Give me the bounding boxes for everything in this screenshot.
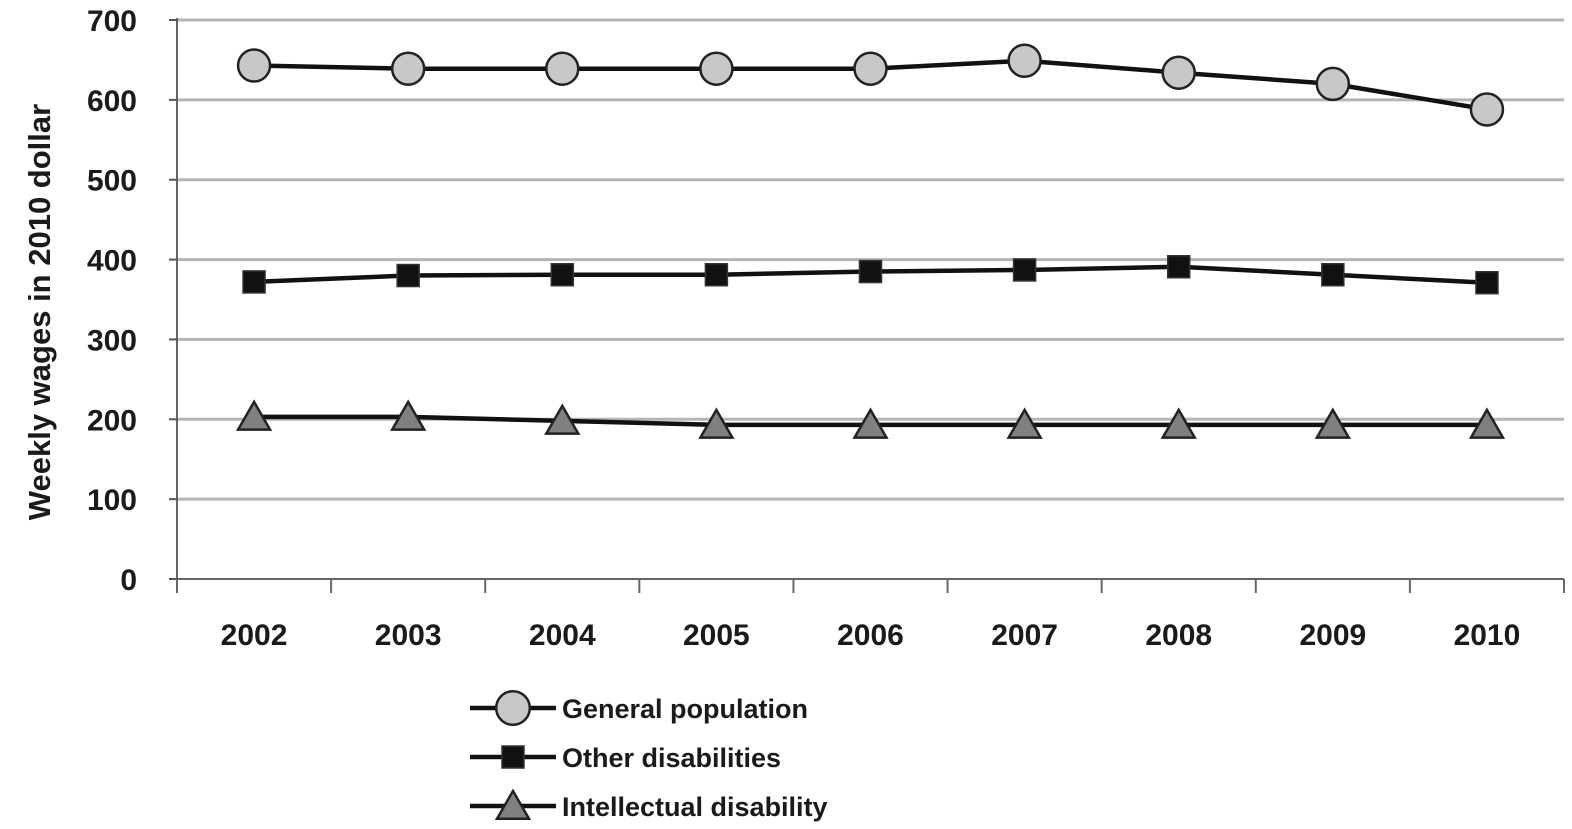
data-point-square xyxy=(1475,270,1499,295)
x-tick-label: 2010 xyxy=(1454,619,1521,652)
data-point-square xyxy=(1166,255,1191,279)
x-tick-label: 2005 xyxy=(683,619,750,652)
data-point-circle xyxy=(1469,92,1505,127)
y-tick-label: 300 xyxy=(87,324,137,357)
y-axis-title: Weekly wages in 2010 dollar xyxy=(22,104,57,520)
y-tick-label: 100 xyxy=(87,484,137,517)
data-point-triangle xyxy=(1468,407,1506,439)
legend: General population Other disabilities Inte… xyxy=(470,689,828,822)
data-point-circle xyxy=(699,51,734,86)
data-point-circle xyxy=(1007,43,1042,78)
x-axis-ticks: 2002 2003 2004 2005 2006 2007 2008 2009 2010 xyxy=(176,579,1565,652)
y-tick-label: 700 xyxy=(87,5,137,38)
data-point-square xyxy=(704,262,729,287)
legend-item: Intellectual disability xyxy=(470,788,828,822)
y-tick-label: 400 xyxy=(87,245,137,278)
data-point-triangle xyxy=(698,407,735,439)
data-point-square xyxy=(1012,258,1037,282)
data-series xyxy=(235,43,1506,439)
x-tick-label: 2004 xyxy=(529,619,596,652)
data-point-triangle xyxy=(390,399,427,431)
legend-item: Other disabilities xyxy=(470,743,781,773)
data-point-square xyxy=(550,262,575,287)
data-point-square xyxy=(242,270,266,294)
data-point-square xyxy=(858,259,883,284)
y-axis-ticks: 0 100 200 300 400 500 600 700 xyxy=(87,5,177,597)
legend-label: General population xyxy=(562,694,808,724)
data-point-square xyxy=(1321,262,1345,287)
data-point-circle xyxy=(1161,55,1196,90)
data-point-triangle xyxy=(544,403,581,435)
x-tick-label: 2007 xyxy=(991,619,1058,652)
data-point-triangle xyxy=(235,399,273,431)
data-point-circle xyxy=(545,51,580,86)
y-tick-label: 500 xyxy=(87,165,137,198)
data-point-triangle xyxy=(1314,407,1351,439)
y-tick-label: 600 xyxy=(87,85,137,118)
x-tick-label: 2002 xyxy=(221,619,288,652)
data-point-triangle xyxy=(1006,407,1043,439)
x-tick-label: 2008 xyxy=(1145,619,1212,652)
y-tick-label: 0 xyxy=(120,564,137,597)
series-general-population xyxy=(236,43,1505,127)
data-point-triangle xyxy=(852,407,889,439)
y-tick-label: 200 xyxy=(87,404,137,437)
data-point-circle xyxy=(236,48,272,83)
data-point-square xyxy=(396,263,420,288)
legend-item: General population xyxy=(470,689,808,727)
series-intellectual-disability xyxy=(235,399,1506,439)
data-point-circle xyxy=(853,51,888,86)
data-point-circle xyxy=(1315,66,1351,102)
x-tick-label: 2009 xyxy=(1299,619,1366,652)
data-point-circle xyxy=(390,51,426,86)
x-tick-label: 2006 xyxy=(837,619,904,652)
legend-marker-square xyxy=(501,745,525,769)
legend-label: Intellectual disability xyxy=(562,792,828,822)
axes xyxy=(176,18,1564,580)
x-tick-label: 2003 xyxy=(375,619,442,652)
series-other-disabilities xyxy=(242,255,1499,295)
data-point-triangle xyxy=(1160,407,1197,439)
legend-marker-triangle xyxy=(494,788,532,820)
legend-label: Other disabilities xyxy=(562,743,781,773)
legend-marker-circle xyxy=(494,689,532,727)
